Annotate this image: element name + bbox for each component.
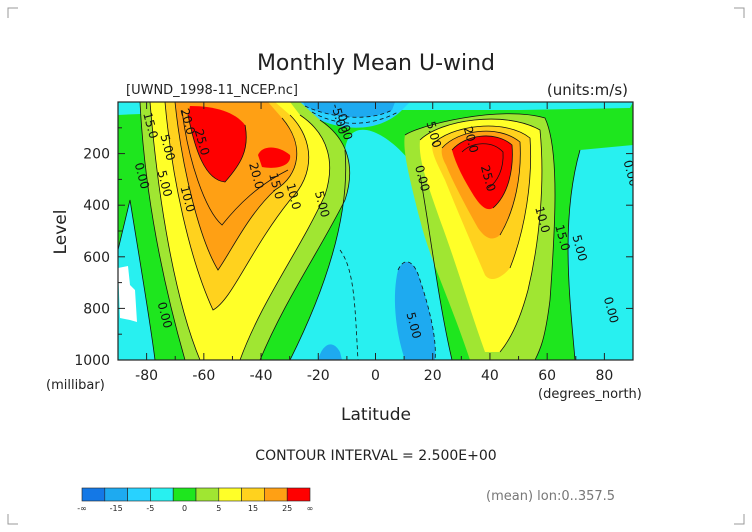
contour-label: 5.00 [155,169,175,198]
units-label: (units:m/s) [547,81,628,99]
dataset-label: [UWND_1998-11_NCEP.nc] [126,83,298,98]
contour-label: 25.0 [478,164,498,193]
colorbar-swatch [195,487,220,502]
x-tick-label: -80 [135,368,158,384]
y-tick-label: 800 [83,301,110,317]
contour-label: 5.00 [157,133,177,162]
contour-label: 20.0 [461,125,481,154]
x-tick-label: 20 [424,368,442,384]
colorbar-label: 15 [248,504,258,513]
colorbar-swatch [127,487,151,502]
x-tick-label: -60 [192,368,215,384]
contour-label: 0.00 [601,295,621,324]
y-unit-label: (millibar) [46,378,105,393]
fill-level-neg10-low2 [318,344,342,360]
contour-label: 10.0 [177,184,197,213]
x-axis-label: Latitude [341,405,411,425]
colorbar-label: 5 [216,504,221,513]
colorbar-label: -5 [146,504,154,513]
x-unit-label: (degrees_north) [538,387,642,402]
contour-lines [118,102,581,360]
y-tick-label: 200 [83,147,110,163]
x-tick-label: 40 [481,368,499,384]
corner-marks [7,7,745,525]
contour-label: 20.0 [177,107,197,136]
y-axis-label: Level [51,210,71,255]
chart-title: Monthly Mean U-wind [257,51,495,76]
contour-label: 15.0 [552,223,572,252]
y-axis: 200 400 600 800 1000 [74,127,633,369]
colorbar-swatch [241,487,265,502]
x-axis: -80 -60 -40 -20 0 20 40 60 80 [117,102,634,384]
colorbar-label: 25 [282,504,292,513]
x-tick-label: -20 [307,368,330,384]
colorbar-label: 0 [182,504,187,513]
contour-label: 5.00 [424,120,444,149]
fill-level-neg10-top [303,102,395,118]
contour-label: 10.0 [283,182,303,211]
contour-interval-text: CONTOUR INTERVAL = 2.500E+00 [255,448,496,464]
contour-label: 15.0 [140,111,160,140]
x-tick-label: -40 [250,368,273,384]
x-tick-label: 0 [371,368,380,384]
y-tick-label: 600 [83,250,110,266]
fill-level-neg10-low [394,261,436,360]
contour-label: 15.0 [266,171,286,200]
colorbar-swatch [286,487,311,502]
contour-label: 0.00 [155,300,175,329]
contour-label: 0.00 [132,161,152,190]
colorbar-swatch [172,487,197,502]
colorbar-swatch [150,487,174,502]
nh-jet-25 [452,135,513,210]
contour-label: 5.00 [403,311,423,340]
sh-jet-25b [258,147,291,168]
colorbar-label: ∞ [307,504,314,513]
contour-label: 0.00 [335,112,355,141]
x-tick-label: 80 [595,368,613,384]
sh-jet-25 [188,106,247,182]
colorbar-swatch [81,487,106,502]
negative-contours [304,105,436,360]
footer-text: (mean) lon:0..357.5 [486,489,615,504]
contour-label: 0.00 [412,164,432,193]
fill-level-neg0-left [118,200,155,360]
contour-label: 25.0 [192,128,212,157]
y-tick-label: 1000 [74,353,110,369]
contour-label: 10.0 [532,205,552,234]
colorbar-swatch [264,487,288,502]
contour-label: 5.00 [569,233,589,262]
fill-level-neg0-right [568,145,633,360]
contour-label: 20.0 [246,161,266,190]
colorbar: -∞ -15 -5 0 5 15 25 ∞ [77,487,314,513]
colorbar-swatch [218,487,242,502]
colorbar-label: -15 [110,504,123,513]
x-tick-label: 60 [538,368,556,384]
y-tick-label: 400 [83,198,110,214]
contour-label: 5.00 [312,189,332,218]
colorbar-label: -∞ [77,504,87,513]
colorbar-swatch [104,487,128,502]
